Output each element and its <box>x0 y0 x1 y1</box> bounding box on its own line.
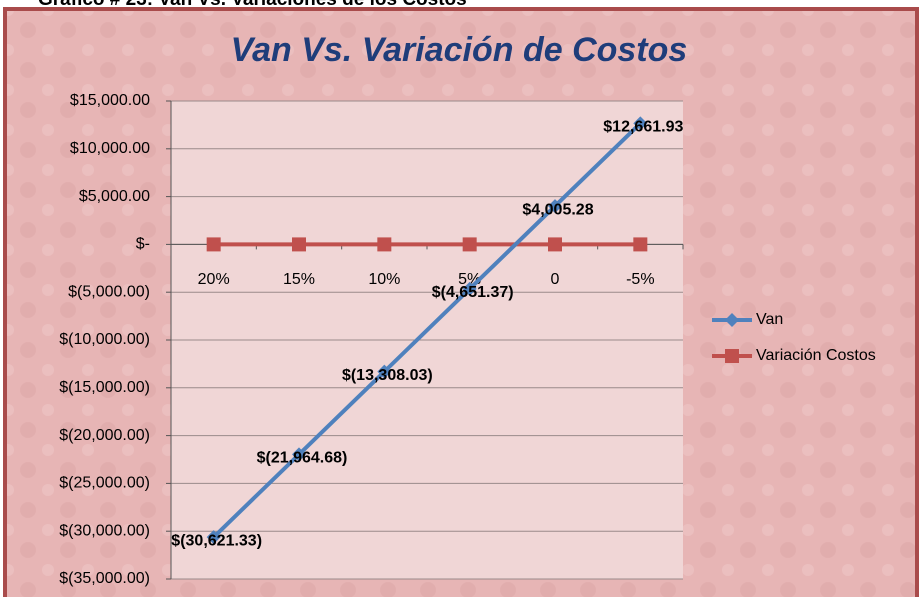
point <box>462 281 477 296</box>
legend-label: Variación Costos <box>756 347 876 364</box>
x-tick-label: 20% <box>198 271 230 288</box>
y-tick-label: $15,000.00 <box>70 92 150 109</box>
point <box>292 237 306 252</box>
point <box>548 199 562 214</box>
y-tick-label: $(25,000.00) <box>59 475 150 492</box>
point <box>292 447 306 462</box>
legend-label: Van <box>756 311 783 328</box>
y-tick-label: $- <box>136 236 150 253</box>
data-label: $(30,621.33) <box>171 532 262 549</box>
x-tick-label: 10% <box>368 271 400 288</box>
point <box>462 237 477 252</box>
point <box>206 237 221 252</box>
point <box>548 237 562 252</box>
data-label: $(4,651.37) <box>432 284 514 301</box>
series-line <box>212 121 642 539</box>
y-tick-label: $(20,000.00) <box>59 427 150 444</box>
y-tick-label: $10,000.00 <box>70 140 150 157</box>
chart-title: Van Vs. Variación de Costos <box>231 31 688 69</box>
data-label: $(21,964.68) <box>257 450 348 467</box>
y-tick-label: $(35,000.00) <box>59 570 150 587</box>
point <box>633 237 648 252</box>
legend-marker <box>725 313 739 327</box>
legend-marker <box>725 349 739 363</box>
x-tick-label: 15% <box>283 271 315 288</box>
point <box>377 237 392 252</box>
point <box>633 116 648 131</box>
data-label: $12,661.93 <box>603 119 683 136</box>
data-label: $(13,308.03) <box>342 367 433 384</box>
y-tick-label: $(5,000.00) <box>68 283 150 300</box>
y-tick-label: $(15,000.00) <box>59 379 150 396</box>
y-tick-label: $(10,000.00) <box>59 331 150 348</box>
caption: Gráfico # 23: Van Vs. Variaciones de los… <box>38 0 467 10</box>
y-tick-label: $5,000.00 <box>79 188 150 205</box>
point <box>377 364 392 379</box>
point <box>206 530 221 545</box>
y-tick-label: $(30,000.00) <box>59 522 150 539</box>
data-label: $4,005.28 <box>522 201 593 218</box>
x-tick-label: 0 <box>551 271 560 288</box>
x-tick-label: -5% <box>626 271 654 288</box>
